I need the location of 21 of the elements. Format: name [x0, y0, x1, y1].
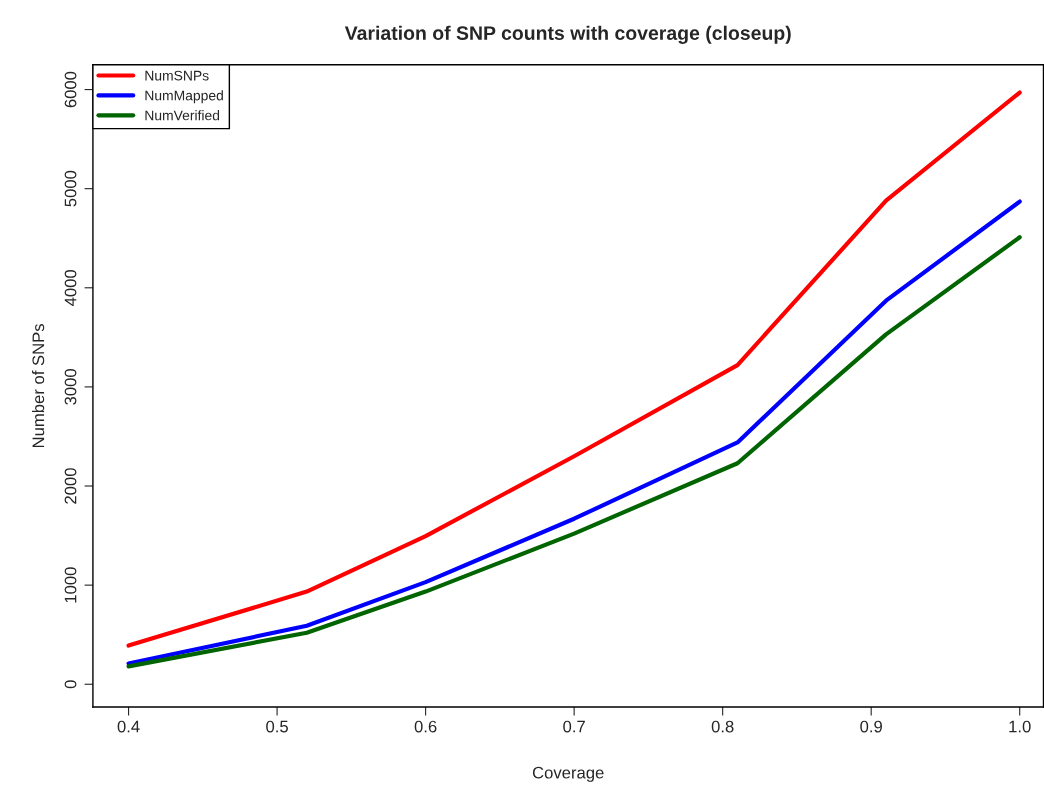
legend-label: NumSNPs: [145, 70, 209, 81]
x-tick-label: 0.6: [414, 720, 437, 733]
chart-title: Variation of SNP counts with coverage (closeup): [344, 25, 791, 44]
y-tick-label: 2000: [64, 468, 77, 504]
x-tick-label: 0.5: [266, 720, 288, 733]
x-axis-title: Coverage: [532, 766, 604, 782]
y-axis-title: Number of SNPs: [31, 323, 45, 448]
x-tick-label: 1.0: [1009, 720, 1031, 733]
x-tick-label: 0.7: [563, 720, 585, 733]
y-tick-label: 0: [64, 680, 77, 689]
x-tick-label: 0.8: [711, 720, 734, 733]
line-series: [126, 90, 1022, 648]
y-tick-label: 5000: [64, 170, 77, 207]
x-tick-label: 0.4: [117, 720, 140, 733]
y-tick-label: 4000: [64, 269, 77, 306]
legend-label: NumVerified: [145, 110, 220, 121]
y-tick-label: 6000: [64, 71, 77, 108]
legend-label: NumMapped: [145, 90, 223, 104]
x-tick-label: 0.9: [860, 720, 882, 733]
y-tick-label: 1000: [64, 567, 77, 603]
y-tick-label: 3000: [64, 369, 77, 405]
